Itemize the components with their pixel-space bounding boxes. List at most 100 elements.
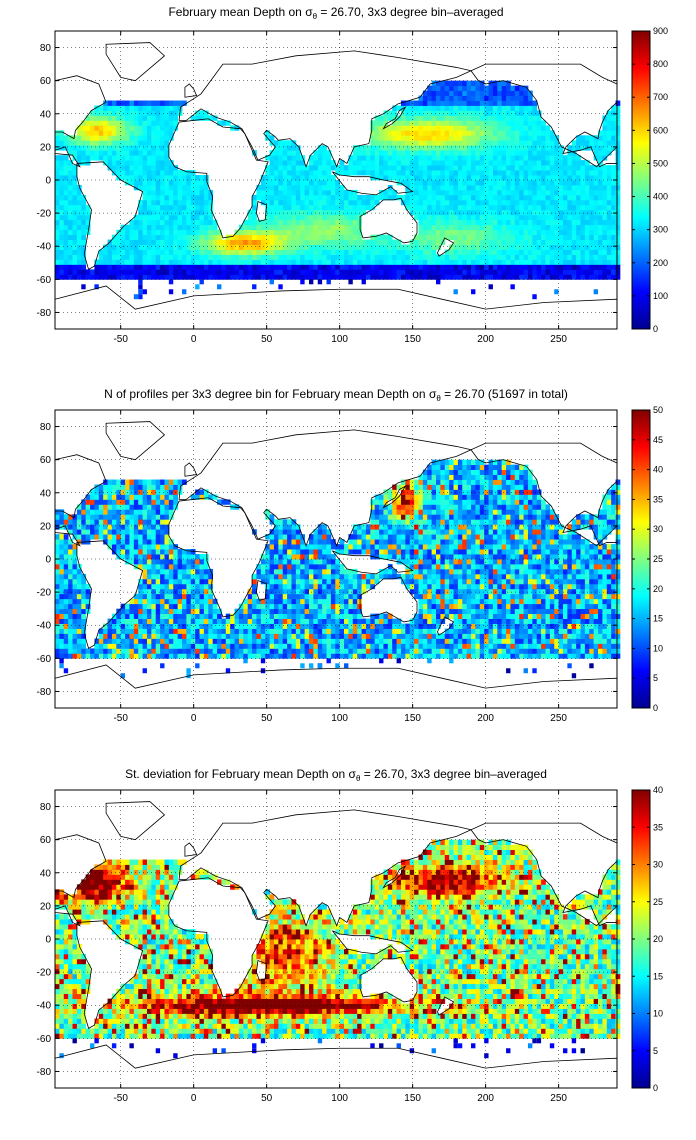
colorbar-tick-label: 0 <box>653 324 658 334</box>
heatmap-cell <box>497 269 503 275</box>
heatmap-cell <box>195 628 200 634</box>
heatmap-cell <box>247 274 253 280</box>
heatmap-cell <box>479 254 485 260</box>
heatmap-cell <box>173 175 179 181</box>
heatmap-cell <box>475 150 481 156</box>
heatmap-cell <box>611 638 616 644</box>
heatmap-cell <box>90 120 95 126</box>
heatmap-cell <box>571 648 577 654</box>
heatmap-cell <box>571 653 577 659</box>
heatmap-cell <box>497 170 503 176</box>
heatmap-cell <box>326 214 332 221</box>
coastline <box>105 42 166 82</box>
heatmap-cell <box>606 618 612 624</box>
heatmap-cell <box>479 214 485 221</box>
heatmap-cell <box>125 165 130 171</box>
heatmap-cell <box>409 618 415 624</box>
heatmap-cell <box>76 140 82 146</box>
heatmap-cell <box>562 170 568 176</box>
heatmap-cell <box>392 264 397 270</box>
heatmap-cell <box>352 204 358 211</box>
heatmap-cell <box>177 259 183 265</box>
heatmap-cell <box>435 613 441 619</box>
heatmap-cell <box>554 244 560 250</box>
heatmap-cell <box>532 204 538 211</box>
heatmap-cell <box>497 254 503 260</box>
heatmap-cell <box>125 135 130 141</box>
heatmap-cell <box>567 259 573 265</box>
heatmap-cell <box>55 155 60 161</box>
heatmap-cell <box>357 219 362 226</box>
heatmap-cell <box>252 618 257 624</box>
heatmap-cell <box>208 234 214 240</box>
heatmap-cell <box>199 279 204 285</box>
heatmap-cell <box>125 648 130 654</box>
heatmap-cell <box>120 175 126 181</box>
heatmap-cell <box>103 633 108 639</box>
heatmap-cell <box>269 239 275 245</box>
heatmap-cell <box>431 633 437 639</box>
heatmap-cell <box>479 219 485 226</box>
heatmap-cell <box>453 648 459 654</box>
heatmap-cell <box>160 254 165 260</box>
heatmap-cell <box>492 95 498 101</box>
heatmap-cell <box>300 653 306 659</box>
heatmap-cell <box>418 628 424 634</box>
heatmap-cell <box>576 254 581 260</box>
heatmap-cell <box>527 229 533 236</box>
heatmap-cell <box>549 653 555 659</box>
colorbar-tick-label: 300 <box>653 225 668 235</box>
heatmap-cell <box>510 150 516 156</box>
heatmap-cell <box>133 105 139 111</box>
heatmap-cell <box>506 160 511 166</box>
heatmap-cell <box>339 638 345 644</box>
heatmap-cell <box>287 244 292 250</box>
heatmap-cell <box>107 125 113 131</box>
heatmap-cell <box>488 638 494 644</box>
heatmap-cell <box>151 274 157 280</box>
heatmap-cell <box>444 125 450 131</box>
heatmap-cell <box>181 648 187 654</box>
heatmap-cell <box>545 224 551 231</box>
heatmap-cell <box>361 155 367 161</box>
heatmap-cell <box>506 244 511 250</box>
heatmap-cell <box>444 80 450 87</box>
heatmap-cell <box>357 194 362 201</box>
heatmap-cell <box>545 180 551 186</box>
heatmap-cell <box>265 653 270 659</box>
heatmap-cell <box>68 234 73 240</box>
heatmap-cell <box>243 229 249 236</box>
heatmap-cell <box>602 204 608 211</box>
heatmap-cell <box>576 653 581 659</box>
heatmap-cell <box>422 239 428 245</box>
heatmap-cell <box>133 608 139 615</box>
heatmap-cell <box>252 633 257 639</box>
heatmap-cell <box>606 110 612 116</box>
heatmap-cell <box>532 229 538 236</box>
heatmap-cell <box>142 110 148 116</box>
heatmap-cell <box>492 145 498 151</box>
heatmap-cell <box>129 170 135 176</box>
heatmap-cell <box>589 269 595 275</box>
heatmap-cell <box>562 194 568 201</box>
heatmap-cell <box>142 638 148 644</box>
heatmap-cell <box>295 618 301 624</box>
heatmap-cell <box>273 643 279 649</box>
heatmap-cell <box>181 633 187 639</box>
heatmap-cell <box>313 170 319 176</box>
heatmap-cell <box>435 90 441 96</box>
heatmap-cell <box>63 623 69 629</box>
heatmap-cell <box>111 653 117 659</box>
heatmap-cell <box>479 95 485 101</box>
heatmap-cell <box>120 244 126 250</box>
heatmap-cell <box>580 633 586 639</box>
heatmap-cell <box>344 623 349 629</box>
heatmap-cell <box>282 150 288 156</box>
heatmap-cell <box>409 100 415 106</box>
heatmap-cell <box>181 204 187 211</box>
heatmap-cell <box>304 254 310 260</box>
heatmap-cell <box>160 628 165 634</box>
heatmap-cell <box>484 165 489 171</box>
heatmap-cell <box>129 229 135 236</box>
heatmap-cell <box>146 199 152 206</box>
